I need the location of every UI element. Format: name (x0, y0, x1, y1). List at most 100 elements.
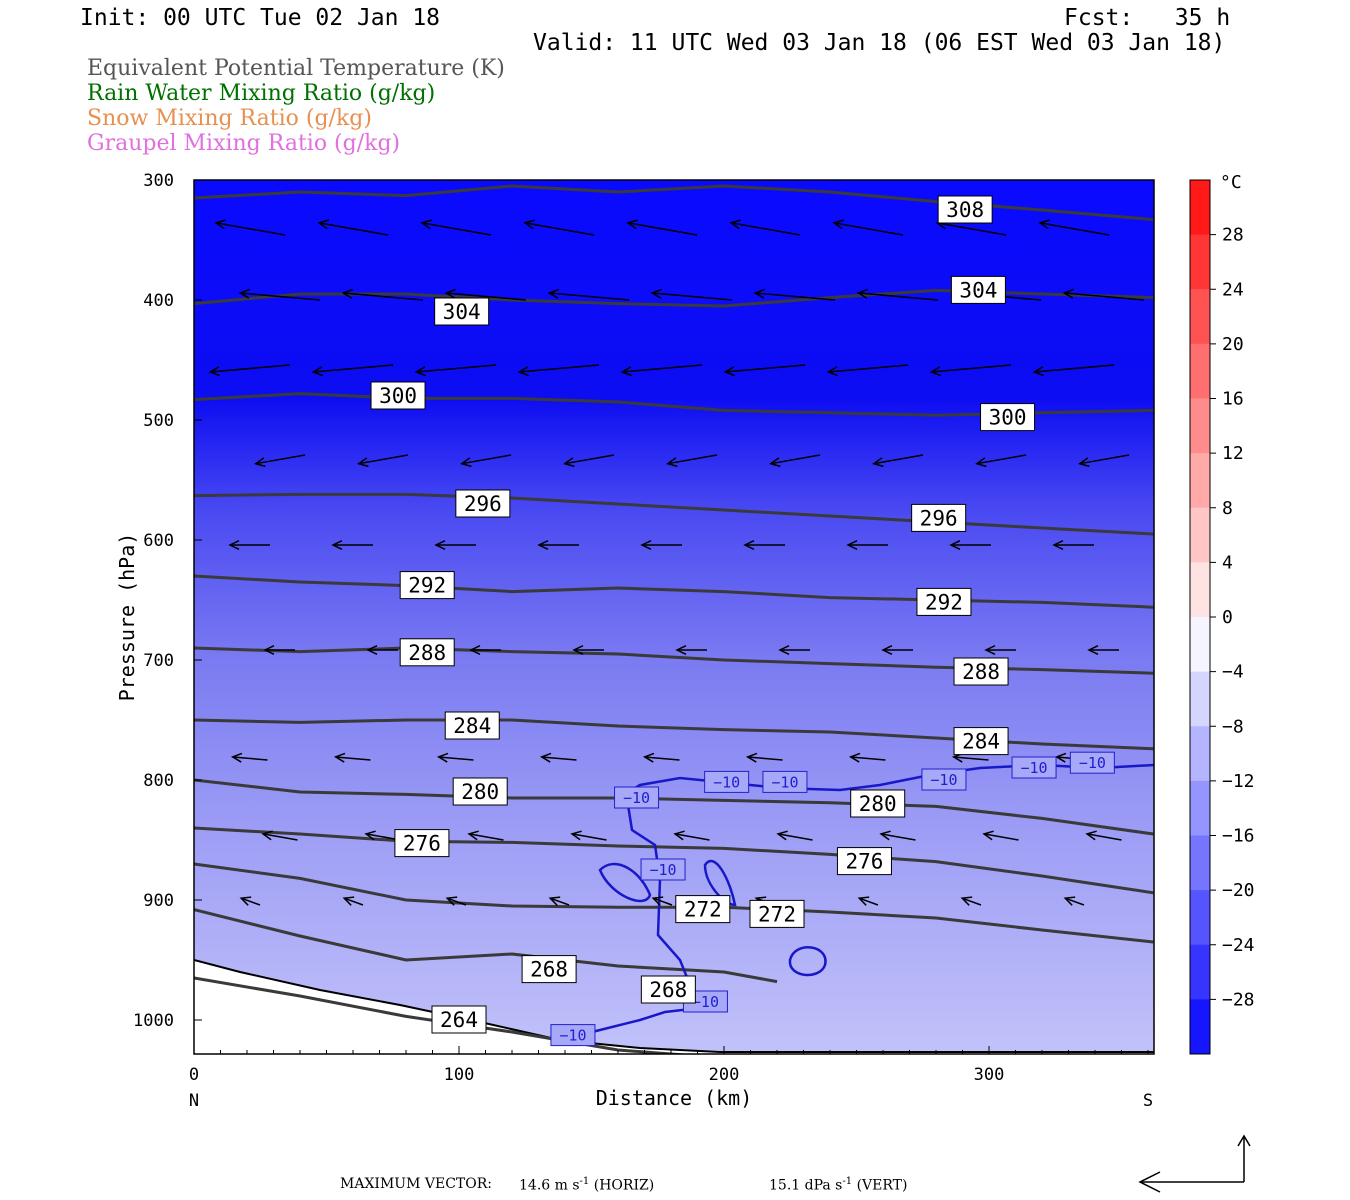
theta-e-label: 272 (675, 895, 731, 924)
horiz-exponent: -1 (579, 1176, 590, 1187)
wind-vector (872, 454, 924, 468)
legend-theta-e: Equivalent Potential Temperature (K) (87, 56, 505, 81)
isotherm-minus10-closed-2 (598, 862, 652, 903)
wind-vector (675, 644, 707, 656)
colorbar-label: −20 (1222, 880, 1255, 901)
isotherm-label: −10 (1069, 751, 1115, 774)
wind-vector (238, 288, 321, 301)
colorbar-label: 0 (1222, 607, 1233, 628)
colorbar-segment (1190, 726, 1210, 782)
wind-vector (420, 219, 492, 236)
svg-text:292: 292 (408, 574, 446, 598)
wind-vectors (208, 219, 1145, 906)
wind-vector (1087, 644, 1119, 656)
wind-vector (548, 896, 570, 906)
svg-text:272: 272 (684, 898, 722, 922)
isotherm-minus10-lower (559, 804, 702, 1042)
svg-text:280: 280 (859, 792, 897, 816)
theta-e-label: 264 (431, 1005, 487, 1034)
theta-e-contour-280 (194, 778, 1154, 836)
wind-vector (317, 219, 389, 236)
svg-text:−10: −10 (559, 1027, 586, 1045)
y-tick-label: 400 (143, 291, 174, 311)
colorbar-label: −8 (1222, 716, 1244, 737)
x-axis-label: Distance (km) (596, 1086, 753, 1110)
wind-vector (460, 454, 512, 468)
wind-vector (469, 644, 501, 656)
wind-vector (949, 539, 991, 551)
horiz-value: 14.6 m s (519, 1177, 580, 1194)
max-vector-label: MAXIMUM VECTOR: (340, 1176, 492, 1192)
y-tick-label: 300 (143, 171, 174, 191)
svg-text:304: 304 (443, 300, 481, 324)
colorbar-segment (1190, 944, 1210, 1000)
svg-text:304: 304 (959, 278, 997, 302)
max-vector-vert: 15.1 dPa s-1 (VERT) (769, 1176, 907, 1194)
wind-vector (960, 896, 982, 906)
wind-vector (239, 896, 261, 906)
legend-snow: Snow Mixing Ratio (g/kg) (87, 106, 372, 131)
svg-text:288: 288 (962, 660, 1000, 684)
wind-vector (642, 752, 680, 763)
x-tick-label: 100 (444, 1065, 475, 1085)
wind-vector (729, 219, 801, 236)
wind-vector (366, 644, 398, 656)
theta-e-label: 308 (937, 195, 993, 224)
wind-vector (1063, 896, 1085, 906)
wind-vector (776, 830, 813, 841)
x-tick-label: 0 (189, 1065, 199, 1085)
svg-text:−10: −10 (1021, 759, 1048, 777)
theta-e-labels: 308 304 304 300 300 296 296 292 292 288 288 284 284 2… (370, 195, 1036, 1034)
svg-text:308: 308 (946, 198, 984, 222)
colorbar-label: −16 (1222, 826, 1255, 847)
colorbar-label: −4 (1222, 662, 1244, 683)
wind-vector (1038, 219, 1110, 236)
svg-text:292: 292 (925, 590, 963, 614)
theta-e-label: 268 (640, 975, 696, 1004)
wind-vector (832, 219, 904, 236)
plot-area: −10 −10 −10 −10 −10 −10 −10 −10 −10 308 304 304 300… (194, 180, 1154, 1054)
wind-vector (984, 644, 1016, 656)
y-tick-label: 900 (143, 891, 174, 911)
theta-e-contour-268 (194, 908, 778, 984)
wind-vector (517, 364, 600, 377)
wind-vector (261, 830, 298, 841)
forecast-hour: Fcst: 35 h (1064, 5, 1231, 31)
vert-value: 15.1 dPa s (769, 1177, 843, 1194)
colorbar-segment (1190, 671, 1210, 727)
wind-vector (778, 644, 810, 656)
valid-time: Valid: 11 UTC Wed 03 Jan 18 (06 EST Wed … (533, 30, 1226, 56)
colorbar-segment (1190, 289, 1210, 345)
wind-vector (563, 454, 615, 468)
colorbar-segment (1190, 453, 1210, 509)
theta-e-label: 276 (394, 829, 450, 858)
isotherm-labels: −10 −10 −10 −10 −10 −10 −10 −10 −10 (550, 751, 1115, 1047)
colorbar-segment (1190, 617, 1210, 673)
wind-vector (640, 539, 682, 551)
theta-e-label: 300 (370, 381, 426, 410)
colorbar-label: −24 (1222, 935, 1255, 956)
wind-vector (848, 752, 886, 763)
temperature-fill (194, 180, 1154, 1054)
isotherm-label: −10 (640, 858, 686, 881)
theta-e-label: 284 (953, 727, 1009, 756)
theta-e-label: 284 (444, 711, 500, 740)
wind-vector (826, 364, 909, 377)
wind-vector (467, 830, 504, 841)
wind-vector (673, 830, 710, 841)
wind-vector (341, 288, 424, 301)
wind-vector (650, 288, 733, 301)
theta-e-label: 296 (455, 489, 511, 518)
svg-text:−10: −10 (1079, 754, 1106, 772)
x-axis-ticks: 0 100 200 300 (189, 1046, 1149, 1085)
colorbar-label: 20 (1222, 334, 1244, 355)
y-axis-ticks: 300 400 500 600 700 800 900 1000 (133, 171, 202, 1031)
x-tick-label: 200 (709, 1065, 740, 1085)
y-tick-label: 700 (143, 651, 174, 671)
wind-vector (723, 364, 806, 377)
isotherm-minus10-closed (788, 946, 827, 977)
legend-rain: Rain Water Mixing Ratio (g/kg) (87, 81, 436, 106)
svg-text:276: 276 (845, 850, 883, 874)
wind-vector (743, 539, 785, 551)
